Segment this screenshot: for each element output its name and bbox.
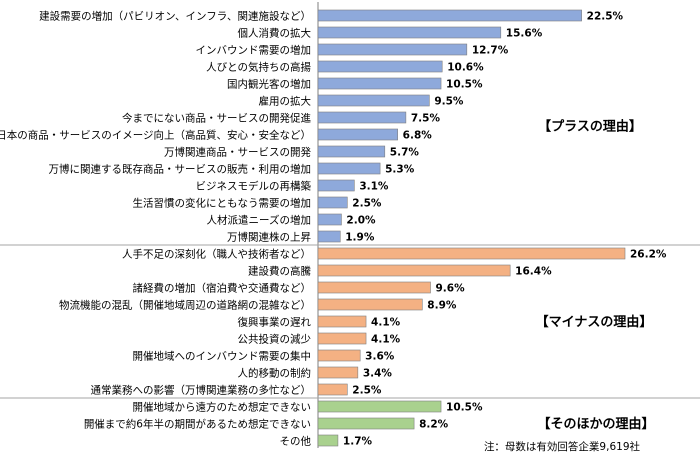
- value-label: 3.1%: [359, 180, 389, 192]
- value-label: 6.8%: [403, 129, 433, 141]
- category-label: その他: [280, 434, 312, 447]
- bar: [317, 417, 415, 430]
- group-label: 【マイナスの理由】: [536, 314, 653, 330]
- value-label: 2.0%: [346, 214, 376, 226]
- bar: [317, 128, 398, 141]
- bar: [317, 111, 407, 124]
- bar: [317, 196, 348, 209]
- category-label: インバウンド需要の増加: [196, 43, 312, 56]
- value-label: 10.5%: [446, 401, 483, 413]
- value-label: 4.1%: [371, 333, 401, 345]
- category-label: 個人消費の拡大: [238, 26, 312, 39]
- category-label: 万博に関連する既存商品・サービスの販売・利用の増加: [49, 162, 312, 175]
- value-label: 8.9%: [427, 299, 457, 311]
- bar: [317, 349, 361, 362]
- category-label: 復興事業の遅れ: [238, 315, 312, 328]
- bar: [317, 383, 348, 396]
- bar: [317, 332, 367, 345]
- bar: [317, 281, 431, 294]
- value-label: 5.3%: [385, 163, 415, 175]
- bar: [317, 434, 339, 447]
- bar: [317, 145, 386, 158]
- bar: [317, 43, 468, 56]
- bar: [317, 77, 442, 90]
- value-label: 2.5%: [352, 384, 382, 396]
- category-label: 公共投資の減少: [238, 332, 312, 345]
- category-label: 建設費の高騰: [248, 264, 311, 277]
- value-label: 9.5%: [434, 95, 464, 107]
- category-label: 物流機能の混乱（開催地域周辺の道路網の混雑など）: [59, 298, 311, 311]
- value-label: 12.7%: [472, 44, 509, 56]
- category-label: 万博関連商品・サービスの開発: [164, 145, 311, 158]
- category-label: 諸経費の増加（宿泊費や交通費など）: [133, 281, 312, 294]
- category-label: 日本の商品・サービスのイメージ向上（高品質、安心・安全など）: [0, 128, 311, 141]
- bar: [317, 179, 355, 192]
- bar: [317, 26, 502, 39]
- category-label: 人びとの気持ちの高揚: [206, 60, 311, 73]
- category-label: 今までにない商品・サービスの開発促進: [122, 111, 311, 124]
- category-label: 通常業務への影響（万博関連業務の多忙など）: [91, 383, 312, 396]
- value-label: 26.2%: [630, 248, 667, 260]
- bar: [317, 315, 367, 328]
- category-label: 人的移動の制約: [238, 366, 312, 379]
- category-label: 建設需要の増加（パビリオン、インフラ、関連施設など）: [39, 9, 311, 22]
- value-label: 3.4%: [363, 367, 393, 379]
- value-label: 1.7%: [343, 435, 373, 447]
- bar: [317, 94, 430, 107]
- bar: [317, 247, 626, 260]
- value-label: 7.5%: [411, 112, 441, 124]
- category-label: 国内観光客の増加: [227, 77, 311, 90]
- value-label: 2.5%: [352, 197, 382, 209]
- category-label: 開催地域から遠方のため想定できない: [133, 400, 312, 413]
- category-label: 人材派遣ニーズの増加: [207, 213, 311, 226]
- bar: [317, 213, 342, 226]
- category-label: 雇用の拡大: [259, 94, 312, 107]
- bar: [317, 400, 442, 413]
- category-label: 開催まで約6年半の期間があるため想定できない: [84, 417, 311, 430]
- value-label: 16.4%: [515, 265, 552, 277]
- value-label: 8.2%: [419, 418, 449, 430]
- bar: [317, 60, 443, 73]
- value-label: 4.1%: [371, 316, 401, 328]
- group-label: 【そのほかの理由】: [537, 416, 654, 432]
- bar: [317, 264, 511, 277]
- bar: [317, 366, 359, 379]
- value-label: 10.6%: [447, 61, 484, 73]
- value-label: 5.7%: [390, 146, 420, 158]
- bar: [317, 162, 381, 175]
- group-label: 【プラスの理由】: [538, 119, 642, 135]
- value-label: 9.6%: [435, 282, 465, 294]
- category-label: 人手不足の深刻化（職人や技術者など）: [122, 247, 311, 260]
- category-label: ビジネスモデルの再構築: [196, 179, 312, 192]
- value-label: 15.6%: [506, 27, 543, 39]
- bar: [317, 230, 341, 243]
- value-label: 3.6%: [365, 350, 395, 362]
- value-label: 10.5%: [446, 78, 483, 90]
- bar: [317, 9, 582, 22]
- footnote: 注：母数は有効回答企業9,619社: [484, 440, 641, 453]
- value-label: 22.5%: [587, 10, 624, 22]
- plot-area: 建設需要の増加（パビリオン、インフラ、関連施設など） 22.5% 個人消費の拡大 15…: [0, 9, 700, 447]
- bar: [317, 298, 423, 311]
- value-label: 1.9%: [345, 231, 375, 243]
- category-label: 万博関連株の上昇: [227, 230, 311, 243]
- category-label: 開催地域へのインバウンド需要の集中: [133, 349, 312, 362]
- category-label: 生活習慣の変化にともなう需要の増加: [133, 196, 312, 209]
